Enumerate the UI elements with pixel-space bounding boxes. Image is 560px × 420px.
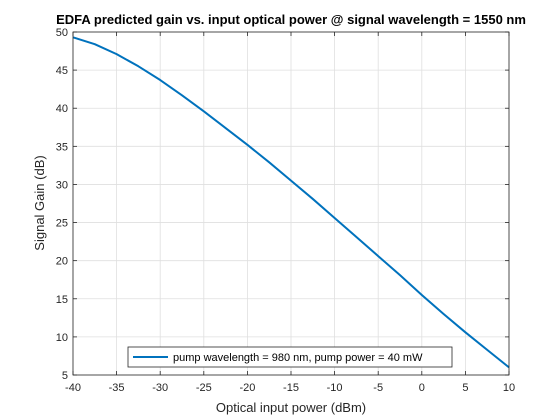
- x-tick-label: -35: [109, 382, 125, 394]
- y-tick-label: 50: [56, 27, 68, 39]
- y-tick-label: 20: [56, 256, 68, 268]
- x-tick-label: -20: [239, 382, 255, 394]
- x-tick-label: -10: [327, 382, 343, 394]
- y-tick-label: 35: [56, 141, 68, 153]
- x-axis-label: Optical input power (dBm): [216, 400, 366, 415]
- x-tick-label: 5: [462, 382, 468, 394]
- y-tick-label: 45: [56, 65, 68, 77]
- x-tick-label: -30: [152, 382, 168, 394]
- y-tick-label: 25: [56, 218, 68, 230]
- x-tick-label: -40: [65, 382, 81, 394]
- x-tick-label: 0: [419, 382, 425, 394]
- y-tick-label: 15: [56, 294, 68, 306]
- y-tick-label: 10: [56, 332, 68, 344]
- y-tick-label: 30: [56, 179, 68, 191]
- legend-label: pump wavelength = 980 nm, pump power = 4…: [173, 352, 423, 364]
- y-tick-label: 5: [62, 370, 68, 382]
- y-axis-label: Signal Gain (dB): [32, 155, 47, 250]
- x-tick-label: 10: [503, 382, 515, 394]
- ticks: -40 -35 -30 -25 -20 -15 -10 -5 0 5 10 5 10 15 20 25 30 35…: [56, 27, 515, 394]
- y-tick-label: 40: [56, 103, 68, 115]
- x-tick-label: -5: [373, 382, 383, 394]
- series-layer: [72, 36, 510, 369]
- chart-title: EDFA predicted gain vs. input optical po…: [56, 12, 526, 27]
- x-tick-label: -15: [283, 382, 299, 394]
- x-tick-label: -25: [196, 382, 212, 394]
- series-line: [72, 36, 510, 369]
- legend: pump wavelength = 980 nm, pump power = 4…: [127, 346, 453, 368]
- legend-box: [127, 346, 453, 368]
